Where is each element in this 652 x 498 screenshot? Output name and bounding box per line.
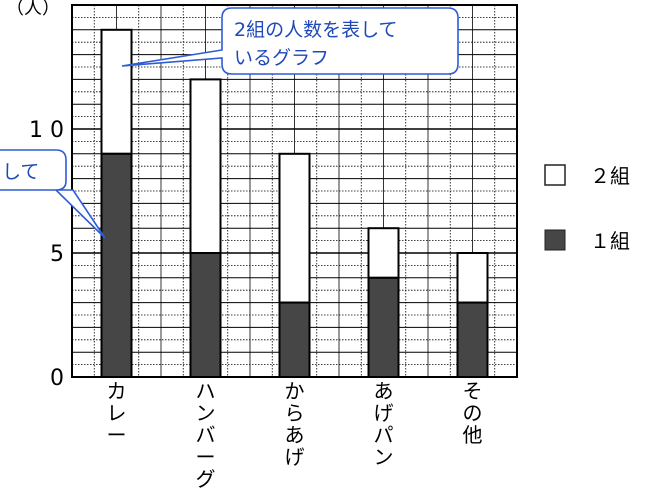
category-label-char: あ (285, 423, 305, 447)
legend-swatch-2kumi (544, 164, 566, 186)
category-label-char: グ (196, 467, 216, 491)
category-label-char: か (285, 379, 305, 403)
legend-label-1kumi: １組 (590, 229, 630, 253)
y-tick-label: 5 (50, 242, 64, 267)
category-label-char: の (463, 401, 483, 425)
category-label-char: ン (196, 401, 216, 425)
bar-2kumi-5 (456, 252, 489, 304)
category-label-char: あ (374, 379, 394, 403)
y-tick-label: 0 (50, 366, 64, 391)
legend: ２組 １組 (544, 164, 630, 253)
category-label-char: レ (107, 401, 127, 425)
bar-1kumi-4 (367, 276, 400, 378)
callout-2kumi-line-1: 2組の人数を表して (234, 19, 398, 41)
callout-1kumi-text: して (2, 161, 39, 183)
callout-1kumi-bubble (0, 149, 106, 239)
y-tick-label: 1 0 (29, 118, 64, 143)
category-label-char: ー (107, 423, 127, 447)
category-label-char: 他 (463, 423, 483, 447)
legend-swatch-1kumi (544, 229, 566, 251)
category-label-char: ハ (196, 379, 216, 403)
bar-1kumi-5 (456, 301, 489, 379)
bar-1kumi-3 (278, 301, 311, 379)
y-tick-labels: 0 5 1 0 (29, 118, 64, 391)
category-label-char: げ (374, 401, 394, 425)
bars (100, 28, 489, 379)
y-axis-unit-label: （人） (6, 0, 60, 19)
category-label-char: ら (285, 401, 305, 425)
category-label-char: げ (285, 445, 305, 469)
bar-2kumi-4 (367, 227, 400, 279)
bar-2kumi-2 (189, 78, 222, 255)
category-label-char: ン (374, 445, 394, 469)
bar-2kumi-3 (278, 152, 311, 304)
callout-2kumi: 2組の人数を表して いるグラフ (121, 7, 459, 75)
bar-1kumi-2 (189, 252, 222, 378)
bar-1kumi-1 (100, 152, 133, 378)
callout-2kumi-line-2: いるグラフ (234, 47, 329, 69)
category-label-char: バ (196, 423, 216, 447)
legend-label-2kumi: ２組 (590, 164, 630, 188)
bar-2kumi-1 (100, 28, 133, 155)
category-label-char: そ (463, 379, 483, 403)
category-label-char: パ (374, 423, 394, 447)
callout-1kumi: して (0, 149, 106, 239)
callout-2kumi-bubble (121, 7, 459, 75)
category-label-char: ー (196, 445, 216, 469)
category-label-char: カ (107, 379, 127, 403)
